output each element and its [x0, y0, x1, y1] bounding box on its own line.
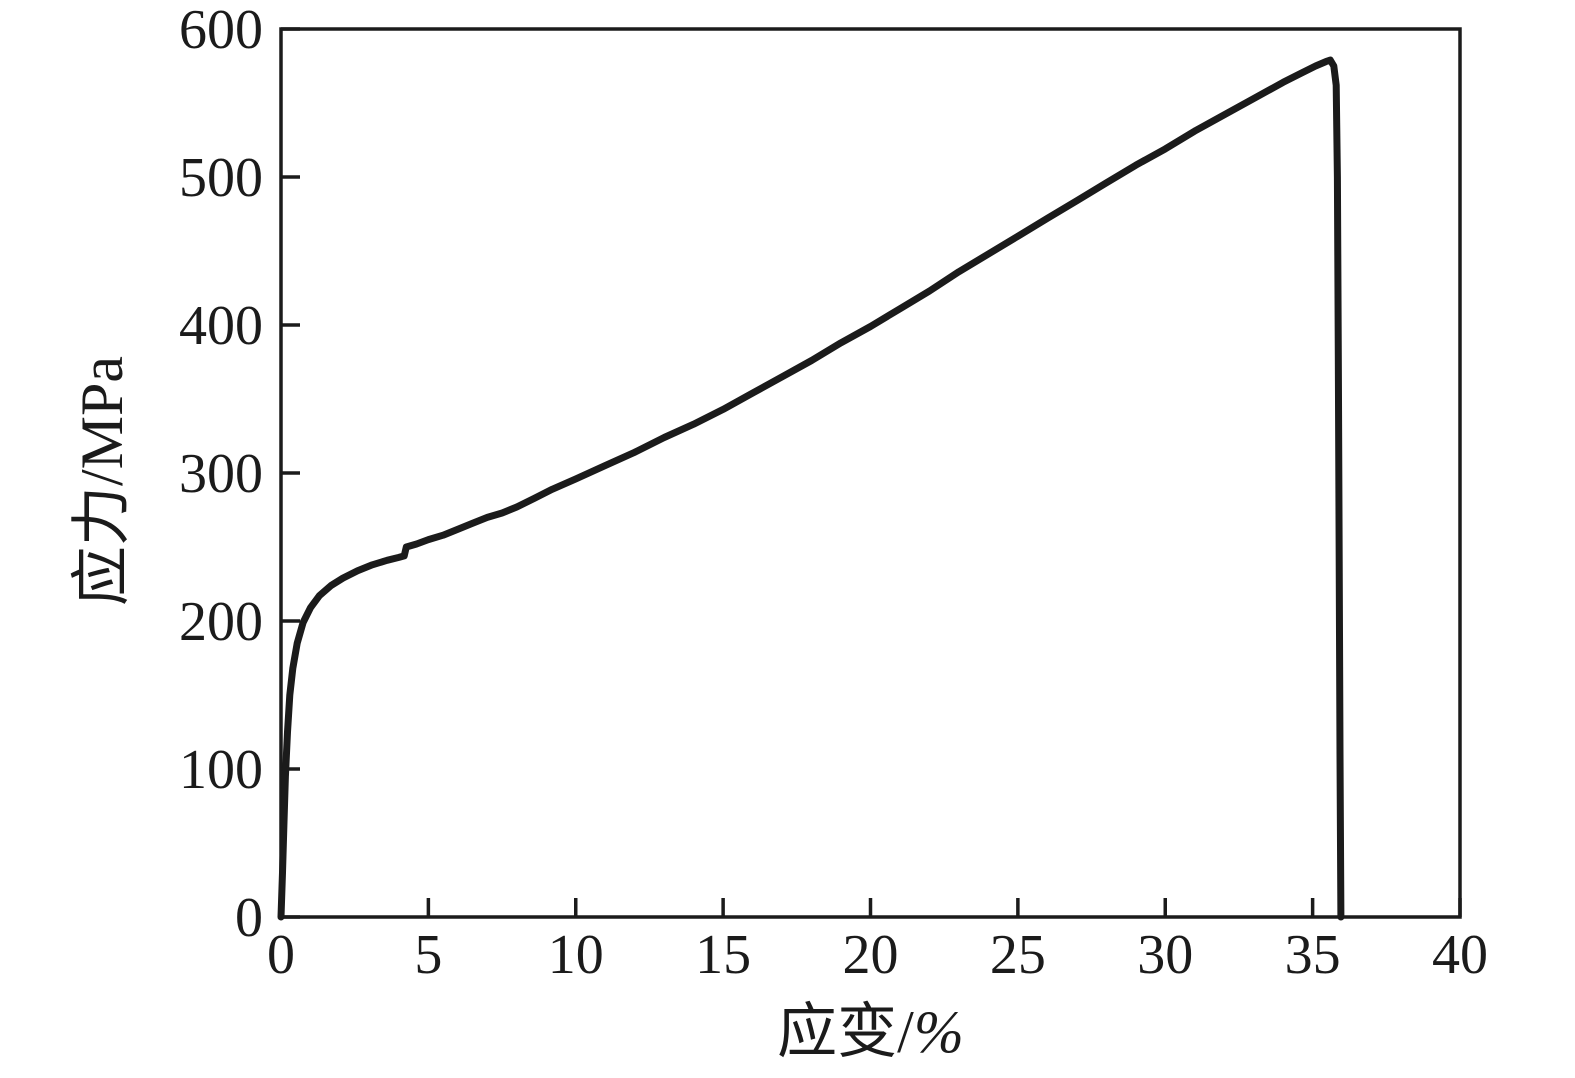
x-tick-label: 5 [414, 924, 442, 986]
x-tick-label: 10 [548, 924, 604, 986]
x-tick-label: 20 [843, 924, 899, 986]
x-axis-title: 应变/% [777, 999, 964, 1065]
x-tick-label: 0 [267, 924, 295, 986]
y-tick-label: 200 [179, 591, 263, 653]
x-tick-label: 25 [990, 924, 1046, 986]
stress-strain-curve [277, 56, 1345, 921]
plot-border [279, 27, 1462, 919]
y-tick-label: 100 [179, 739, 263, 801]
y-tick-label: 300 [179, 443, 263, 505]
y-axis-title: 应力/MPa [69, 356, 135, 606]
y-tick-label: 0 [235, 887, 263, 949]
x-tick-label: 40 [1432, 924, 1488, 986]
x-tick-label: 30 [1137, 924, 1193, 986]
x-tick-label: 15 [695, 924, 751, 986]
y-tick-label: 500 [179, 147, 263, 209]
x-tick-label: 35 [1285, 924, 1341, 986]
y-tick-label: 600 [179, 0, 263, 61]
y-tick-label: 400 [179, 295, 263, 357]
